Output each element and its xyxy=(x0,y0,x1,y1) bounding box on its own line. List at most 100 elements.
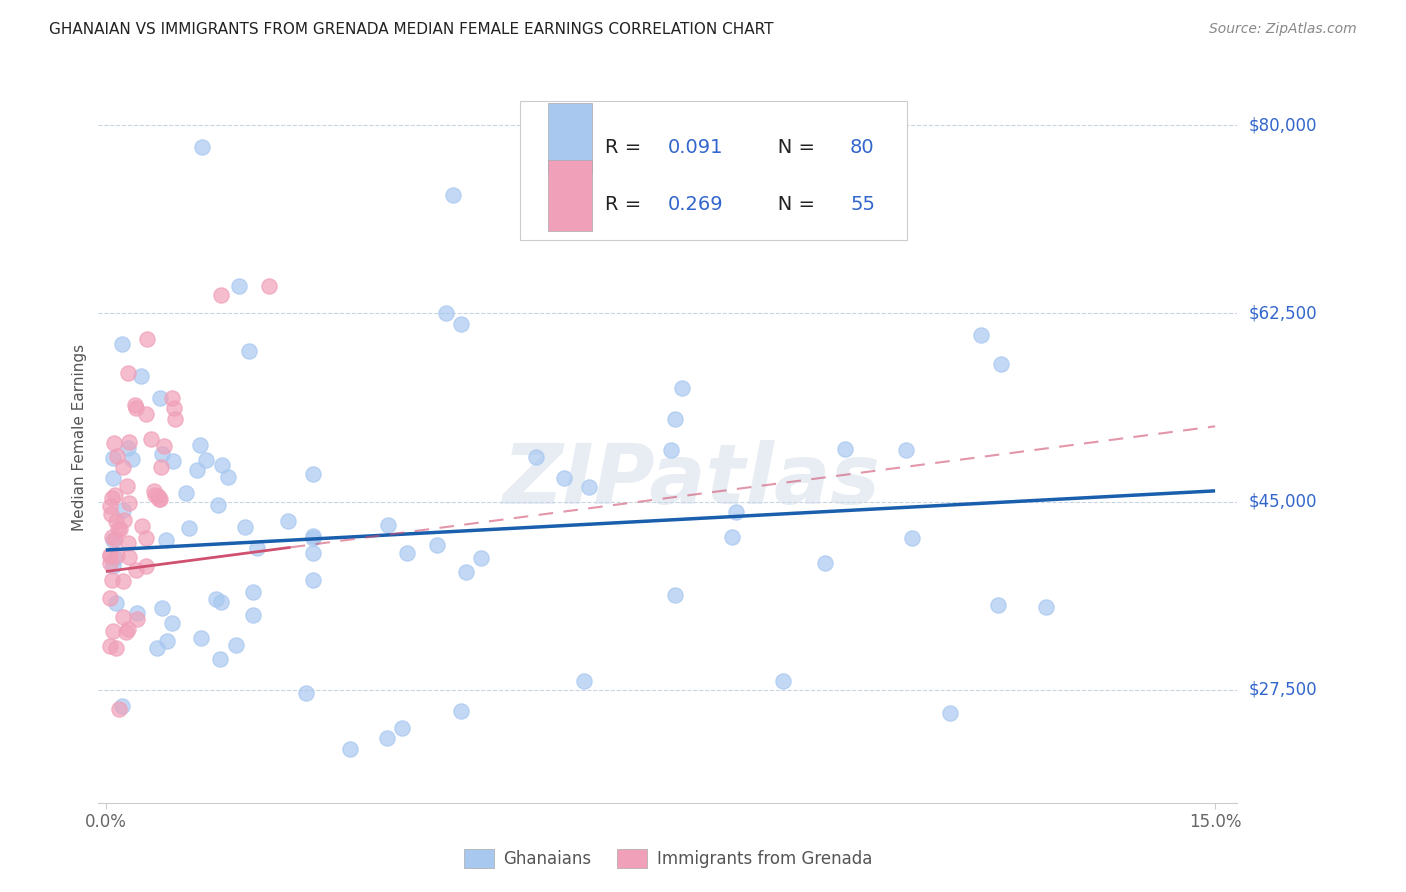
Point xyxy=(450,317,472,331)
Legend: Ghanaians, Immigrants from Grenada: Ghanaians, Immigrants from Grenada xyxy=(457,842,879,875)
Point xyxy=(104,488,127,502)
Point xyxy=(990,357,1012,371)
Point xyxy=(302,529,325,543)
Point xyxy=(135,531,157,545)
Point xyxy=(186,463,208,477)
Point xyxy=(524,450,547,464)
Point xyxy=(209,594,232,608)
Point xyxy=(160,391,183,405)
FancyBboxPatch shape xyxy=(548,161,592,230)
Point xyxy=(103,559,125,574)
Text: $80,000: $80,000 xyxy=(1249,116,1317,134)
Point xyxy=(160,616,183,631)
Point xyxy=(396,546,419,560)
Point xyxy=(257,279,280,293)
Point xyxy=(772,674,794,689)
Point xyxy=(155,533,177,547)
Point xyxy=(103,436,125,450)
Point xyxy=(987,598,1010,612)
Point xyxy=(377,517,399,532)
Point xyxy=(125,401,148,415)
Point xyxy=(108,522,131,536)
Point xyxy=(302,531,325,545)
Point xyxy=(813,556,835,570)
Point xyxy=(165,411,187,425)
Point xyxy=(225,638,247,652)
Text: $27,500: $27,500 xyxy=(1249,681,1317,698)
Point xyxy=(104,532,127,546)
Point xyxy=(121,451,143,466)
Point xyxy=(188,438,211,452)
Point xyxy=(938,706,960,721)
Point xyxy=(127,607,149,621)
Point xyxy=(118,434,141,449)
Point xyxy=(148,489,170,503)
Text: N =: N = xyxy=(759,195,821,214)
Point xyxy=(450,705,472,719)
Point xyxy=(103,450,125,465)
Point xyxy=(375,731,398,746)
Text: 55: 55 xyxy=(851,195,875,214)
Point xyxy=(153,439,176,453)
Point xyxy=(339,742,361,756)
Point xyxy=(105,641,128,656)
Point xyxy=(721,530,744,544)
Point xyxy=(135,332,157,346)
Point xyxy=(664,412,686,426)
Point xyxy=(129,369,152,384)
Point xyxy=(105,548,128,562)
Point xyxy=(664,588,686,602)
Point xyxy=(111,337,134,351)
Point xyxy=(108,702,131,716)
Point xyxy=(112,513,135,527)
Point xyxy=(98,639,121,653)
Point xyxy=(115,479,138,493)
Point xyxy=(117,441,139,455)
Text: ZIPatlas: ZIPatlas xyxy=(502,441,880,522)
Point xyxy=(1035,599,1057,614)
Point xyxy=(150,446,173,460)
Point xyxy=(98,549,121,563)
FancyBboxPatch shape xyxy=(548,103,592,173)
Point xyxy=(125,612,148,626)
Point xyxy=(148,491,170,506)
Point xyxy=(98,499,121,513)
Point xyxy=(302,573,325,587)
Text: R =: R = xyxy=(605,195,648,214)
Point xyxy=(100,507,122,521)
Point xyxy=(112,574,135,589)
Text: Source: ZipAtlas.com: Source: ZipAtlas.com xyxy=(1209,22,1357,37)
Point xyxy=(101,530,124,544)
Point xyxy=(156,634,179,648)
Point xyxy=(117,366,139,380)
Point xyxy=(441,188,464,202)
Point xyxy=(834,442,856,456)
Point xyxy=(149,492,172,507)
Point xyxy=(100,491,122,505)
Point xyxy=(118,550,141,565)
Point xyxy=(470,550,492,565)
Point xyxy=(135,407,157,421)
Point xyxy=(117,536,139,550)
Point xyxy=(135,559,157,574)
Point xyxy=(391,721,413,735)
Point xyxy=(101,573,124,587)
Point xyxy=(149,460,172,475)
Point xyxy=(103,533,125,547)
Point xyxy=(217,469,239,483)
Text: 0.269: 0.269 xyxy=(668,195,724,214)
Point xyxy=(659,443,682,458)
Point xyxy=(209,288,232,302)
Text: 80: 80 xyxy=(851,138,875,157)
Point xyxy=(131,518,153,533)
Point xyxy=(98,549,121,563)
Point xyxy=(211,458,233,472)
Point xyxy=(142,484,165,499)
Point xyxy=(425,538,447,552)
Point xyxy=(176,486,198,500)
Text: R =: R = xyxy=(605,138,648,157)
Point xyxy=(112,610,135,624)
Text: GHANAIAN VS IMMIGRANTS FROM GRENADA MEDIAN FEMALE EARNINGS CORRELATION CHART: GHANAIAN VS IMMIGRANTS FROM GRENADA MEDI… xyxy=(49,22,773,37)
Point xyxy=(896,443,918,458)
Point xyxy=(107,522,129,536)
